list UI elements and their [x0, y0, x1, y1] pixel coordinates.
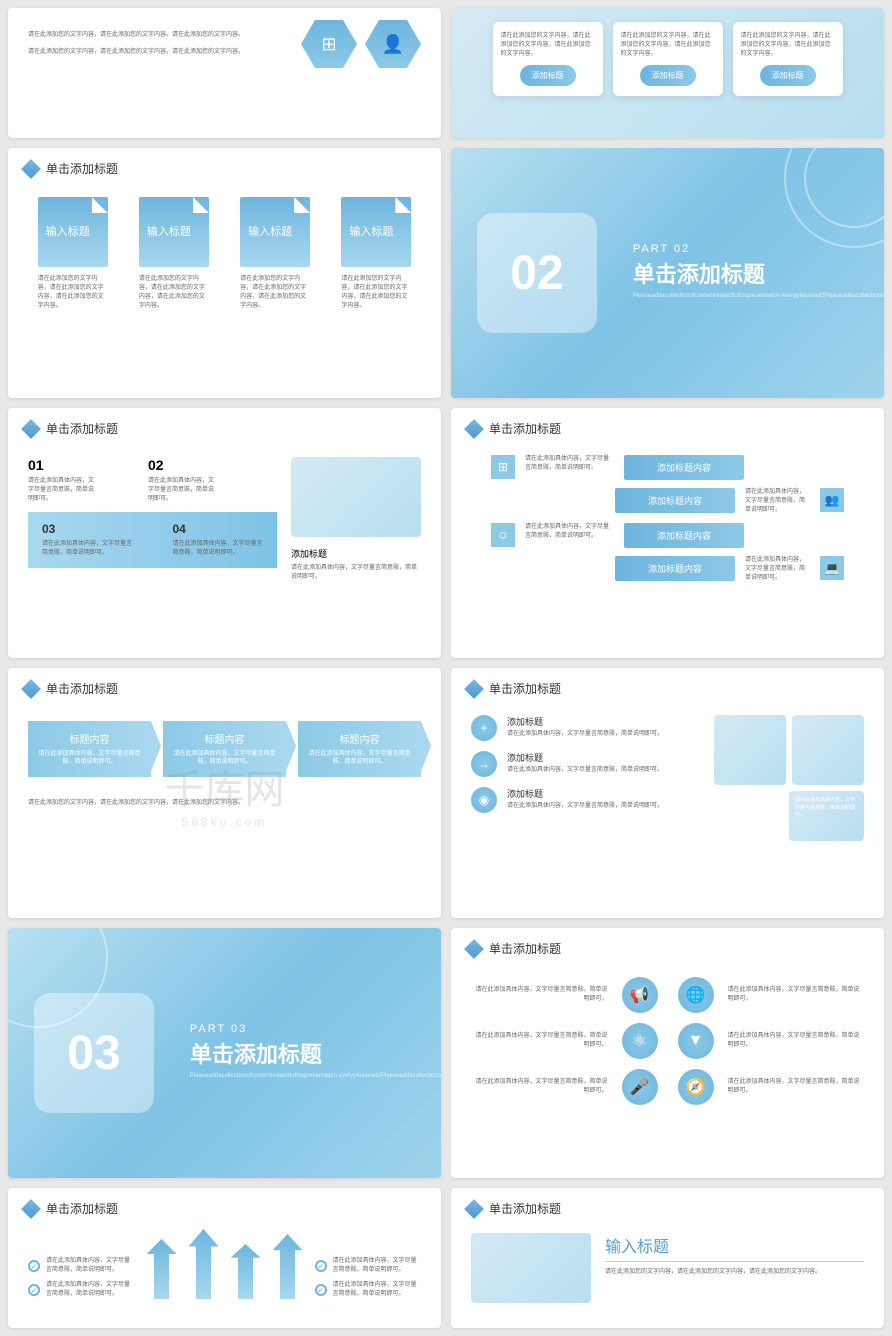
slide-icon-grid: 单击添加标题 请在此添加具体内容，文字尽量言简意赅，简单说明即可。 📢🌐 请在此…	[451, 928, 884, 1178]
globe-icon: 🌐	[678, 977, 714, 1013]
slide-bullets-image: 单击添加标题 +添加标题请在此添加具体内容，文字尽量言简意赅，简单说明即可。 →…	[451, 668, 884, 918]
image-placeholder	[471, 1233, 591, 1303]
folder: 输入标题	[38, 197, 108, 267]
pill-button[interactable]: 添加标题内容	[624, 455, 744, 480]
part-number: 02	[510, 246, 563, 301]
info-card: 请在此添加您的文字内容，请在此添加您的文字内容，请在此添加您的文字内容。 添加标…	[733, 22, 843, 96]
image-placeholder	[291, 457, 421, 537]
part-number: 03	[67, 1026, 120, 1081]
card-button[interactable]: 添加标题	[640, 65, 696, 86]
hex-text: 请在此添加您的文字内容，请在此添加您的文字内容。请在此添加您的文字内容。	[28, 31, 281, 40]
part-number-card: 03	[34, 993, 154, 1113]
hexagon-icon: 👤	[365, 20, 421, 68]
part-subtitle: Pleaseaddacollectionofcontentrelatedtoth…	[190, 1073, 441, 1079]
funnel-icon: ▼	[678, 1023, 714, 1059]
diamond-icon	[21, 679, 41, 699]
part-subtitle: Pleaseaddacollectionofcontentrelatedtoth…	[633, 293, 884, 299]
check-icon: ✓	[28, 1260, 40, 1272]
diamond-icon	[21, 419, 41, 439]
image-placeholder	[792, 715, 864, 785]
part-title: 单击添加标题	[633, 257, 884, 289]
arrow-box: 标题内容请在此添加具体内容，文字尽量言简意赅，简单说明即可。	[163, 721, 286, 777]
pill-button[interactable]: 添加标题内容	[615, 556, 735, 581]
arrow-up	[231, 1244, 261, 1299]
people-icon: 👥	[820, 488, 844, 512]
folder: 输入标题	[341, 197, 411, 267]
slide-title: 单击添加标题	[46, 160, 118, 177]
diamond-icon	[464, 939, 484, 959]
arrow-box: 标题内容请在此添加具体内容，文字尽量言简意赅，简单说明即可。	[298, 721, 421, 777]
diamond-icon	[21, 1199, 41, 1219]
slide-input-title: 单击添加标题 输入标题 请在此添加您的文字内容，请在此添加您的文字内容，请在此添…	[451, 1188, 884, 1328]
slide-part02: 02 PART 02 单击添加标题 Pleaseaddacollectionof…	[451, 148, 884, 398]
check-icon: ✓	[28, 1284, 40, 1296]
plus-icon: +	[471, 715, 497, 741]
head-icon: ☺	[491, 523, 515, 547]
slide-hexagons: 请在此添加您的文字内容，请在此添加您的文字内容。请在此添加您的文字内容。 请在此…	[8, 8, 441, 138]
slide-part03: 03 PART 03 单击添加标题 Pleaseaddacollectionof…	[8, 928, 441, 1178]
hex-text2: 请在此添加您的文字内容，请在此添加您的文字内容。请在此添加您的文字内容。	[28, 48, 281, 57]
laptop-icon: 💻	[820, 556, 844, 580]
folder: 输入标题	[139, 197, 209, 267]
org-icon: ⊞	[491, 455, 515, 479]
part-title: 单击添加标题	[190, 1037, 441, 1069]
check-icon: ✓	[315, 1284, 327, 1296]
card-button[interactable]: 添加标题	[760, 65, 816, 86]
arrow-up	[189, 1229, 219, 1299]
input-title: 输入标题	[605, 1233, 864, 1262]
hexagon-icon: ⊞	[301, 20, 357, 68]
atom-icon: ⚛	[622, 1023, 658, 1059]
part-number-card: 02	[477, 213, 597, 333]
mic-icon: 🎤	[622, 1069, 658, 1105]
image-placeholder: 请在此添加具体内容，文字尽量言简意赅，简单说明即可。	[789, 791, 864, 841]
pill-button[interactable]: 添加标题内容	[624, 523, 744, 548]
check-icon: ✓	[315, 1260, 327, 1272]
folder: 输入标题	[240, 197, 310, 267]
arrow-box: 标题内容请在此添加具体内容，文字尽量言简意赅，简单说明即可。	[28, 721, 151, 777]
arrow-icon: →	[471, 751, 497, 777]
part-label: PART 02	[633, 243, 884, 255]
compass-icon: 🧭	[678, 1069, 714, 1105]
diamond-icon	[21, 159, 41, 179]
info-card: 请在此添加您的文字内容，请在此添加您的文字内容，请在此添加您的文字内容。 添加标…	[493, 22, 603, 96]
slide-cards: 请在此添加您的文字内容，请在此添加您的文字内容，请在此添加您的文字内容。 添加标…	[451, 8, 884, 138]
diamond-icon	[464, 1199, 484, 1219]
pill-button[interactable]: 添加标题内容	[615, 488, 735, 513]
info-card: 请在此添加您的文字内容，请在此添加您的文字内容，请在此添加您的文字内容。 添加标…	[613, 22, 723, 96]
slide-numbered: 单击添加标题 01请在此添加具体内容，文字尽量言简意赅，简单说明即可。 02请在…	[8, 408, 441, 658]
slide-uparrows: 单击添加标题 ✓请在此添加具体内容，文字尽量言简意赅，简单说明即可。✓请在此添加…	[8, 1188, 441, 1328]
arrow-up	[273, 1234, 303, 1299]
image-placeholder	[714, 715, 786, 785]
diamond-icon	[464, 679, 484, 699]
megaphone-icon: 📢	[622, 977, 658, 1013]
slide-arrows: 千库网588ku.com 单击添加标题 标题内容请在此添加具体内容，文字尽量言简…	[8, 668, 441, 918]
diamond-icon	[464, 419, 484, 439]
arrow-up	[147, 1239, 177, 1299]
slide-folders: 单击添加标题 输入标题 请在此添加您的文字内容，请在此添加您的文字内容，请在此添…	[8, 148, 441, 398]
part-label: PART 03	[190, 1023, 441, 1035]
card-button[interactable]: 添加标题	[520, 65, 576, 86]
slide-pills: 单击添加标题 ⊞ 请在此添加具体内容，文字尽量言简意赅，简单说明即可。 添加标题…	[451, 408, 884, 658]
eye-icon: ◉	[471, 787, 497, 813]
